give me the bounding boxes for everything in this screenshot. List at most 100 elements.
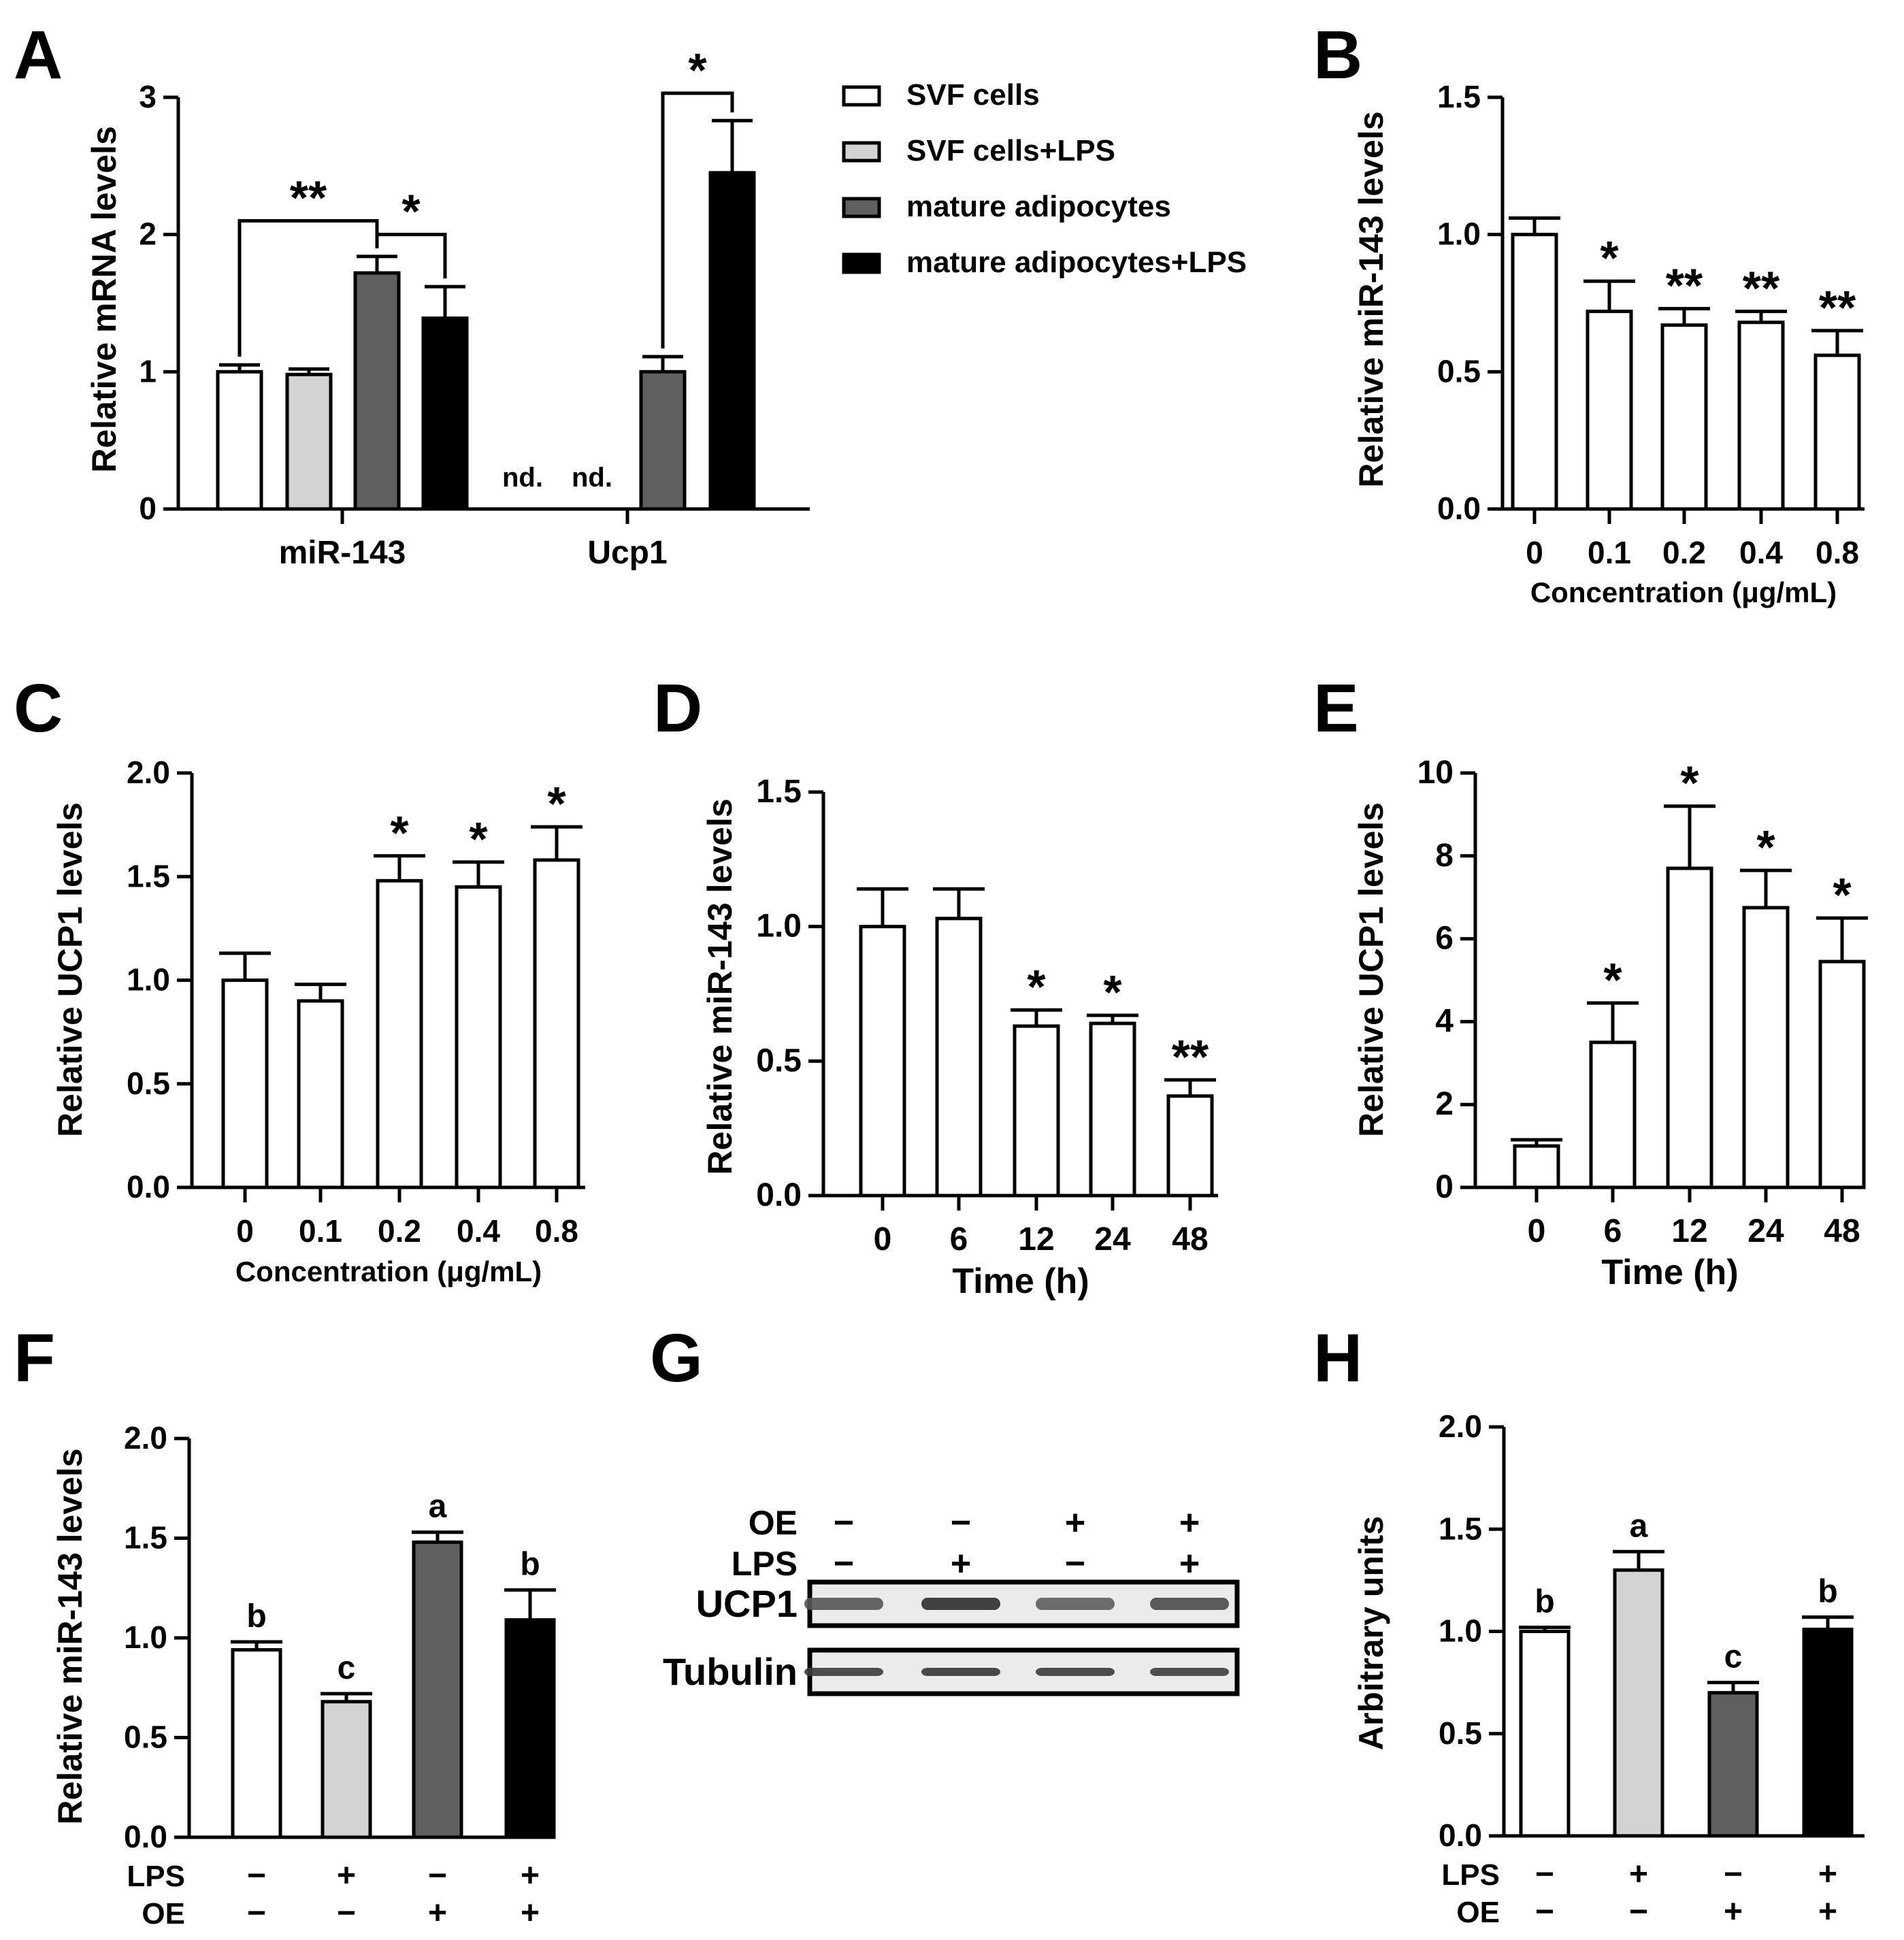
x-tick-label: miR-143 — [279, 535, 406, 571]
blot-band — [804, 1598, 883, 1610]
y-axis-title: Relative miR-143 levels — [701, 798, 739, 1174]
y-tick-label: 0.5 — [756, 1042, 802, 1079]
bar — [1660, 323, 1708, 511]
significance-label: * — [1103, 966, 1122, 1019]
x-axis-title: Time (h) — [1601, 1253, 1738, 1292]
significance-label: c — [338, 1650, 356, 1686]
y-axis-title: Relative mRNA levels — [85, 126, 123, 473]
bar — [455, 885, 502, 1189]
y-tick-label: 3 — [139, 79, 157, 114]
y-tick-label: 0.5 — [1437, 353, 1481, 389]
y-tick-label: 1.5 — [1439, 1511, 1482, 1546]
bar — [1666, 866, 1713, 1189]
significance-label: ** — [290, 171, 327, 225]
blot-band — [1150, 1668, 1229, 1676]
condition-sign: − — [247, 1858, 266, 1894]
condition-sign: + — [951, 1544, 971, 1583]
x-tick-label: 48 — [1172, 1221, 1208, 1257]
panel-d-chart: 0.0 0.5 1.0 1.5 Relative miR-143 levels 0 6 * 12… — [701, 774, 1218, 1301]
bar — [1589, 1040, 1637, 1189]
panel-label-c: C — [14, 670, 63, 746]
significance-label: ** — [1819, 281, 1856, 334]
significance-label: * — [1756, 821, 1775, 874]
condition-sign: − — [834, 1544, 854, 1583]
condition-sign: + — [521, 1858, 540, 1894]
bar — [1613, 1568, 1664, 1838]
significance-label: * — [401, 185, 421, 238]
condition-sign: − — [1535, 1856, 1554, 1892]
x-tick-label: 0 — [236, 1213, 254, 1249]
bar — [1519, 1630, 1571, 1838]
blot-band — [804, 1668, 883, 1676]
significance-label: * — [1600, 231, 1619, 284]
significance-label: * — [469, 812, 488, 866]
x-axis-title: Time (h) — [952, 1262, 1089, 1301]
panel-label-e: E — [1313, 670, 1359, 746]
y-axis-title: Relative UCP1 levels — [51, 802, 89, 1137]
x-tick-label: 6 — [1604, 1213, 1622, 1249]
condition-sign: − — [247, 1895, 266, 1931]
x-tick-label: 0.1 — [299, 1213, 342, 1249]
condition-sign: − — [428, 1858, 447, 1894]
significance-label: ** — [1172, 1030, 1209, 1083]
blot-band — [1036, 1668, 1115, 1676]
significance-label: ** — [1666, 259, 1703, 312]
bar — [376, 878, 423, 1189]
condition-sign: + — [1818, 1894, 1837, 1930]
condition-sign: + — [337, 1858, 356, 1894]
bar — [708, 171, 756, 511]
not-detected-label: nd. — [502, 463, 543, 493]
condition-label: LPS — [732, 1545, 798, 1583]
x-tick-label: 0.8 — [1816, 535, 1859, 570]
condition-sign: − — [1065, 1544, 1085, 1583]
y-tick-label: 1.0 — [124, 1620, 167, 1655]
bar — [412, 1540, 463, 1839]
x-tick-label: 0.2 — [378, 1213, 421, 1249]
condition-sign: + — [1818, 1856, 1837, 1892]
significance-label: a — [429, 1489, 447, 1525]
y-tick-label: 0.0 — [124, 1819, 167, 1854]
y-tick-label: 0.0 — [1437, 491, 1481, 526]
y-tick-label: 0.5 — [124, 1720, 167, 1755]
condition-label: OE — [142, 1897, 185, 1930]
legend-swatch — [842, 252, 881, 274]
bar — [1089, 1021, 1136, 1198]
significance-label: b — [1534, 1583, 1554, 1620]
y-tick-label: 0.5 — [127, 1066, 170, 1101]
bar — [1737, 320, 1785, 511]
significance-label: * — [1833, 868, 1852, 921]
significance-label: ** — [1743, 262, 1780, 315]
y-tick-label: 2.0 — [124, 1420, 167, 1456]
legend-swatch — [842, 197, 881, 218]
x-tick-label: 24 — [1747, 1213, 1784, 1249]
bar — [353, 271, 401, 511]
bar — [1513, 1144, 1560, 1189]
panel-c-chart: 0.0 0.5 1.0 1.5 2.0 Relative UCP1 levels 0 0.1 *… — [51, 755, 585, 1287]
y-tick-label: 1 — [139, 353, 157, 389]
condition-sign: − — [1535, 1894, 1554, 1930]
bar — [1742, 906, 1790, 1189]
x-axis-title: Concentration (μg/mL) — [1530, 576, 1837, 608]
x-tick-label: 12 — [1018, 1221, 1054, 1257]
y-tick-label: 0.0 — [127, 1169, 170, 1204]
y-tick-label: 1.0 — [127, 962, 170, 998]
bar — [504, 1618, 556, 1839]
bar — [1511, 233, 1558, 511]
y-tick-label: 0 — [139, 491, 157, 526]
condition-sign: + — [1179, 1503, 1200, 1543]
y-tick-label: 0.0 — [1439, 1818, 1482, 1853]
bar — [285, 372, 333, 511]
bar — [935, 917, 983, 1198]
x-tick-label: 0 — [1526, 535, 1543, 570]
panel-label-h: H — [1313, 1320, 1362, 1396]
panel-b-chart: 0.0 0.5 1.0 1.5 Relative miR-143 levels 0 * 0.1… — [1352, 79, 1865, 608]
bar — [1813, 353, 1861, 511]
legend-label: mature adipocytes+LPS — [906, 246, 1247, 279]
legend-swatch — [842, 141, 881, 163]
bar — [533, 858, 580, 1189]
x-tick-label: 24 — [1094, 1221, 1131, 1257]
x-tick-label: 0.4 — [1739, 535, 1783, 570]
bar — [1802, 1627, 1854, 1838]
